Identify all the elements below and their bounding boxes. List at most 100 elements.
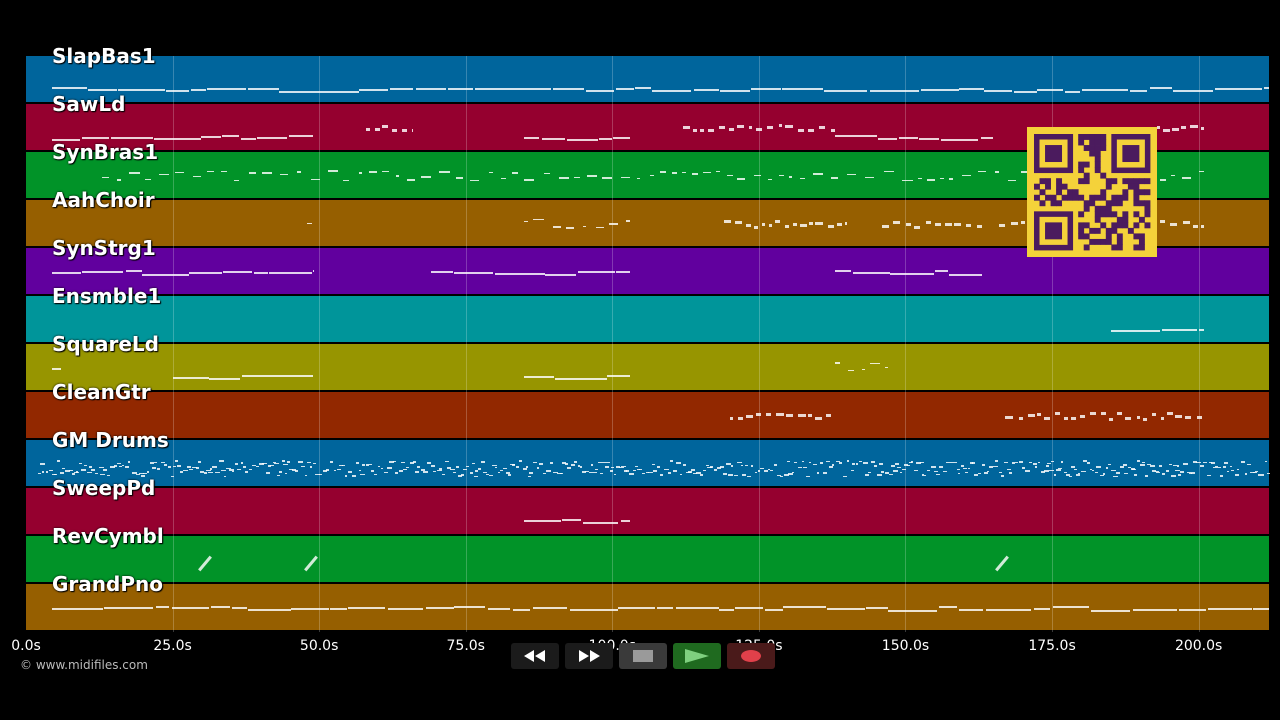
track-row: SlapBas1 [26, 44, 1269, 102]
play-button[interactable] [673, 643, 721, 669]
note [1237, 468, 1240, 471]
note [673, 470, 678, 472]
note [1053, 606, 1090, 608]
record-button[interactable] [727, 643, 775, 669]
note [365, 464, 370, 466]
note [620, 176, 630, 179]
note [436, 469, 442, 472]
note [765, 609, 783, 612]
note [626, 220, 630, 222]
note [869, 90, 919, 93]
note [56, 460, 60, 462]
note [421, 176, 432, 178]
note [1209, 461, 1212, 464]
stop-button[interactable] [619, 643, 667, 669]
note [1176, 465, 1179, 467]
note [329, 461, 333, 463]
note [545, 273, 576, 276]
note [1089, 468, 1093, 471]
note [845, 222, 847, 226]
note [735, 606, 763, 609]
note [544, 172, 550, 175]
note [749, 125, 753, 129]
note [907, 464, 911, 467]
track-name: SynBras1 [52, 140, 159, 164]
note [745, 414, 754, 418]
note [485, 473, 490, 476]
note [703, 171, 712, 174]
note [1166, 470, 1169, 472]
note [720, 90, 750, 93]
note [812, 173, 823, 175]
note [132, 472, 137, 474]
note [761, 222, 766, 226]
note [577, 271, 615, 274]
note [562, 519, 581, 522]
note [406, 466, 410, 469]
note [480, 461, 486, 463]
note [707, 466, 712, 469]
note [1110, 330, 1161, 333]
note [626, 470, 629, 472]
note [135, 473, 141, 476]
note [359, 89, 389, 92]
note [931, 466, 936, 468]
note [186, 466, 192, 468]
note [327, 170, 339, 172]
note [1214, 87, 1262, 90]
note [719, 609, 735, 612]
note [823, 472, 828, 474]
note [274, 462, 279, 465]
track-row: RevCymbl [26, 524, 1269, 582]
note [897, 466, 902, 469]
note [553, 471, 558, 474]
note [847, 173, 856, 176]
note [45, 471, 49, 473]
note [430, 465, 435, 467]
note [1132, 609, 1178, 612]
note [79, 462, 83, 465]
note [934, 270, 949, 273]
note [211, 466, 217, 468]
note [254, 271, 269, 274]
fast-forward-button[interactable] [565, 643, 613, 669]
note [870, 461, 875, 463]
copyright-text: © www.midifiles.com [20, 658, 148, 672]
note [150, 462, 155, 464]
note [777, 474, 782, 477]
note [863, 462, 869, 464]
note [1219, 475, 1223, 477]
note [226, 467, 231, 470]
note [232, 470, 235, 473]
note [1150, 465, 1155, 467]
note [820, 462, 823, 464]
track-row: SquareLd [26, 332, 1269, 390]
track-name: GM Drums [52, 428, 169, 452]
note [1070, 417, 1077, 421]
note [1000, 475, 1004, 477]
note [582, 522, 618, 525]
note [103, 607, 154, 610]
note [954, 222, 961, 226]
note [754, 174, 761, 177]
note [360, 473, 365, 476]
note [298, 461, 303, 463]
note [494, 273, 545, 276]
note [117, 89, 165, 92]
note [143, 472, 148, 475]
note [1083, 460, 1087, 462]
note [1141, 461, 1146, 464]
note [869, 362, 881, 365]
note [767, 468, 770, 471]
rewind-button[interactable] [511, 643, 559, 669]
note [1175, 415, 1182, 419]
note [153, 138, 201, 141]
note [113, 465, 117, 467]
note [89, 466, 92, 468]
note [515, 466, 519, 468]
note [699, 474, 704, 476]
track-name: SlapBas1 [52, 44, 156, 68]
note [933, 470, 938, 473]
note [797, 129, 805, 133]
note [519, 460, 523, 462]
